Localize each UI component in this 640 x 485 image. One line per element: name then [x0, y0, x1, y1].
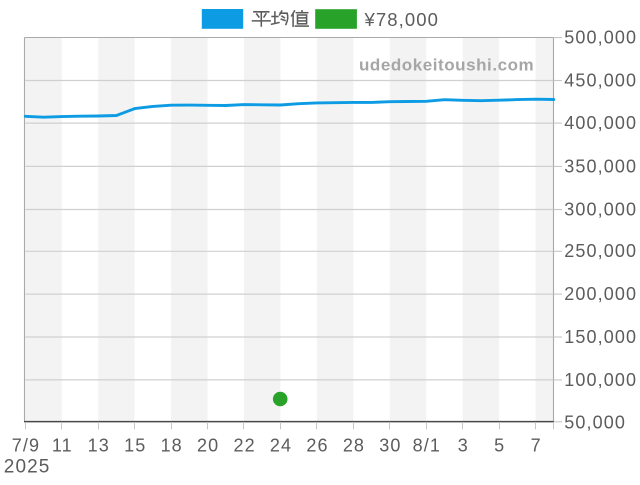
svg-text:¥78,000: ¥78,000: [364, 9, 440, 30]
svg-text:7/9: 7/9: [12, 435, 40, 455]
svg-text:20: 20: [197, 435, 219, 455]
svg-text:3: 3: [458, 435, 469, 455]
svg-text:400,000: 400,000: [564, 113, 637, 133]
svg-text:300,000: 300,000: [564, 199, 637, 219]
svg-text:26: 26: [306, 435, 328, 455]
svg-text:500,000: 500,000: [564, 28, 637, 48]
svg-text:11: 11: [52, 435, 73, 455]
svg-text:2025: 2025: [4, 456, 51, 477]
svg-text:200,000: 200,000: [564, 284, 637, 304]
svg-text:5: 5: [494, 435, 505, 455]
svg-text:30: 30: [379, 435, 401, 455]
svg-text:100,000: 100,000: [564, 370, 637, 390]
svg-text:7: 7: [531, 435, 542, 455]
svg-text:udedokeitoushi.com: udedokeitoushi.com: [359, 55, 534, 74]
svg-text:150,000: 150,000: [564, 327, 637, 347]
svg-text:15: 15: [124, 435, 146, 455]
svg-text:24: 24: [270, 435, 292, 455]
svg-text:250,000: 250,000: [564, 241, 637, 261]
svg-text:350,000: 350,000: [564, 156, 637, 176]
svg-text:18: 18: [161, 435, 183, 455]
svg-text:13: 13: [88, 435, 110, 455]
svg-text:28: 28: [343, 435, 365, 455]
svg-text:50,000: 50,000: [564, 412, 626, 432]
svg-text:8/1: 8/1: [413, 435, 441, 455]
svg-text:22: 22: [233, 435, 255, 455]
svg-text:450,000: 450,000: [564, 70, 637, 90]
